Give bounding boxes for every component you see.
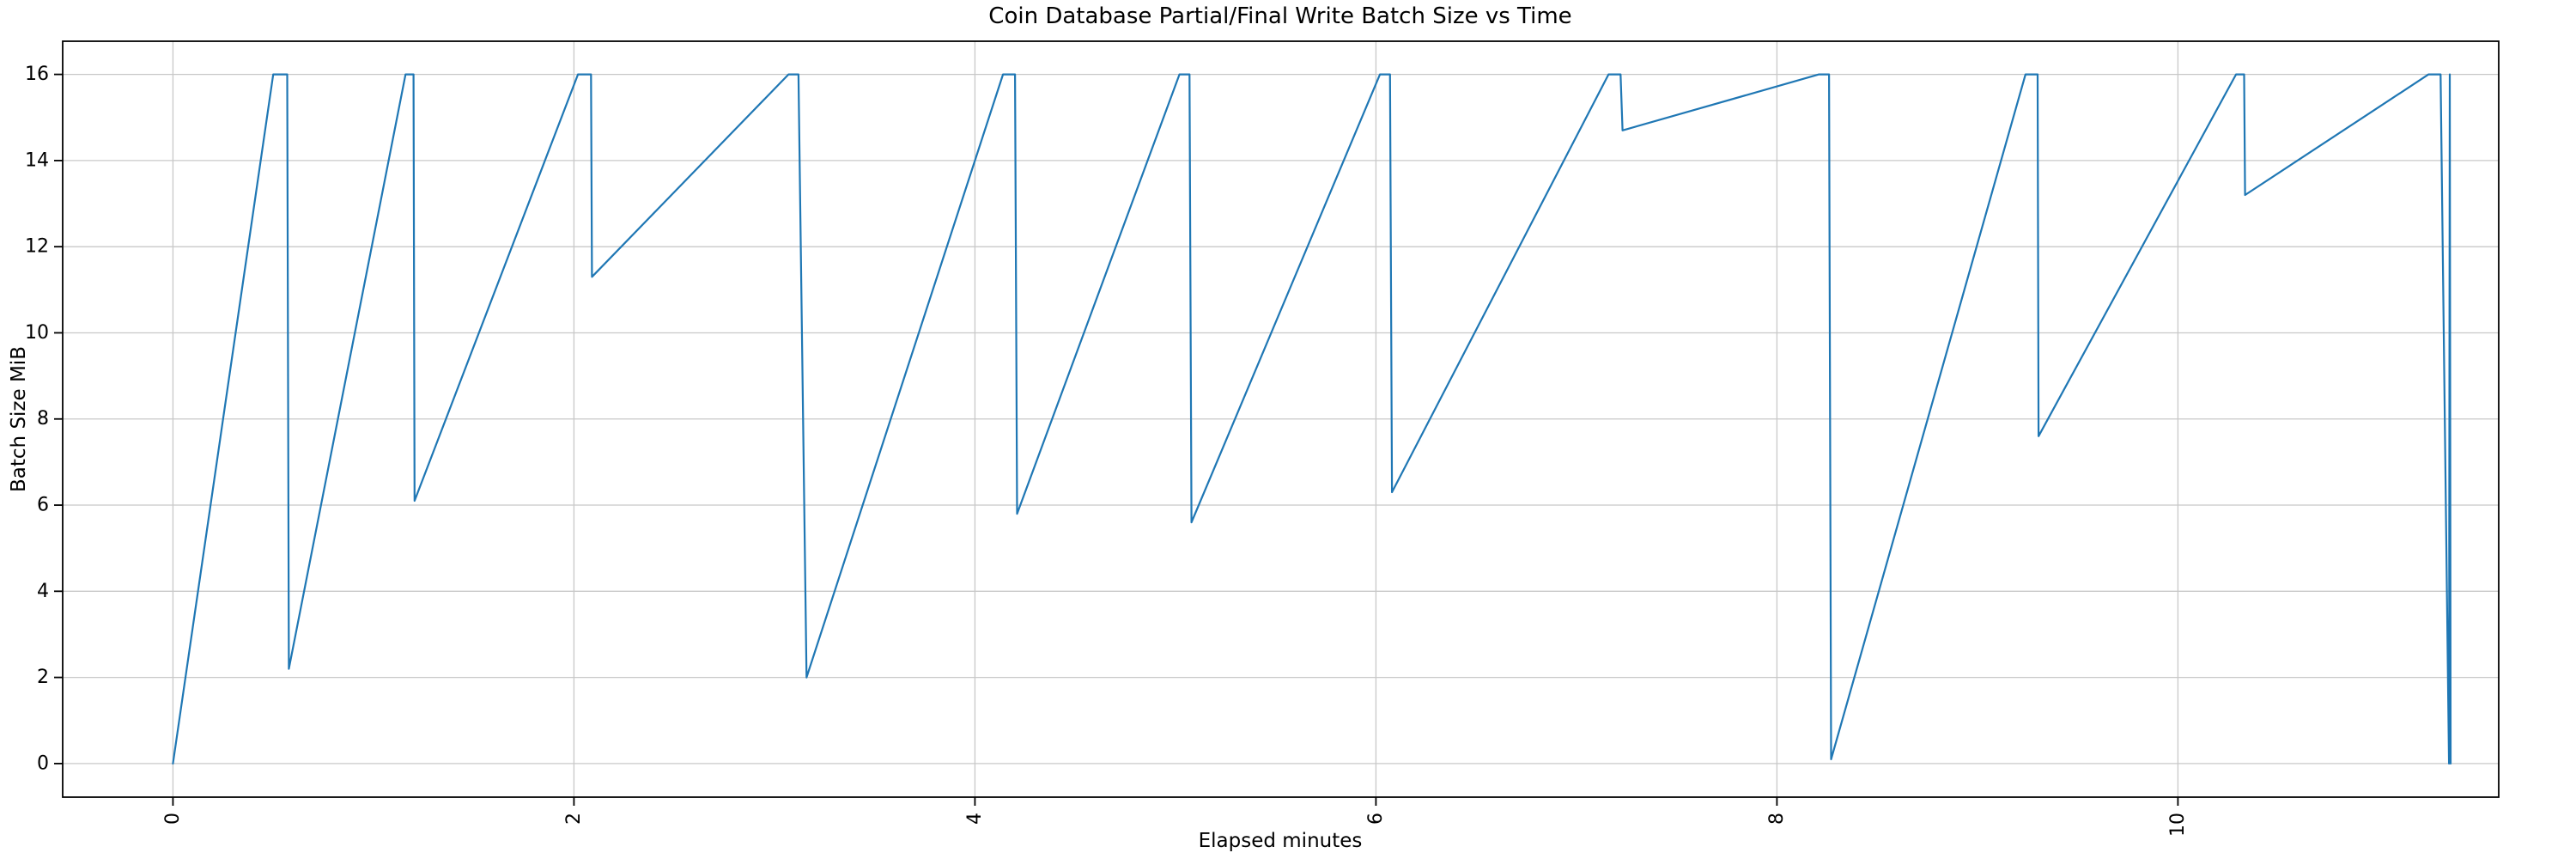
- y-tick-label: 8: [37, 408, 49, 430]
- x-tick-label: 2: [563, 813, 585, 825]
- y-axis-label: Batch Size MiB: [8, 346, 30, 492]
- tick-labels: 0 2 4 6 8 10 0 2 4 6 8 10 12 14 16: [25, 64, 2189, 837]
- x-tick-label: 4: [964, 813, 986, 825]
- data-series-line: [172, 73, 2452, 765]
- chart-title: Coin Database Partial/Final Write Batch …: [988, 3, 1572, 29]
- x-tick-label: 0: [162, 813, 184, 825]
- y-tick-label: 16: [25, 64, 49, 85]
- y-tick-label: 6: [37, 495, 49, 516]
- x-tick-label: 6: [1365, 813, 1387, 825]
- x-axis-label: Elapsed minutes: [1198, 830, 1363, 852]
- y-tick-label: 4: [37, 581, 49, 602]
- x-tick-label: 10: [2167, 813, 2189, 837]
- y-tick-label: 14: [25, 149, 49, 171]
- series-batch-size-mib: [172, 73, 2452, 765]
- y-tick-label: 12: [25, 236, 49, 258]
- y-tick-label: 2: [37, 667, 49, 688]
- grid-lines: [63, 41, 2499, 797]
- x-tick-label: 8: [1766, 813, 1788, 825]
- y-tick-label: 0: [37, 752, 49, 774]
- tick-marks: [54, 73, 2179, 806]
- y-tick-label: 10: [25, 322, 49, 344]
